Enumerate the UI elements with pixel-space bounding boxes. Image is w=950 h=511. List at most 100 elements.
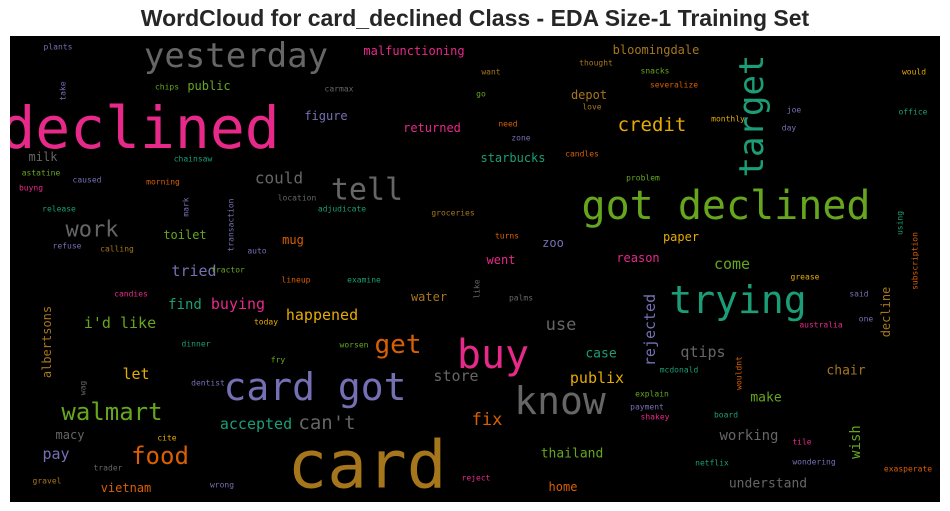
word-day: day <box>782 124 797 133</box>
word-i-d-like: i'd like <box>84 314 156 332</box>
word-make: make <box>750 391 781 406</box>
word-reason: reason <box>616 251 659 265</box>
word-find: find <box>168 297 202 313</box>
word-card-got: card got <box>223 365 406 409</box>
word-get: get <box>375 330 422 360</box>
word-zoo: zoo <box>542 236 564 250</box>
word-decline: decline <box>879 287 893 338</box>
word-lineup: lineup <box>282 276 311 285</box>
word-cite: cite <box>157 434 176 443</box>
word-worsen: worsen <box>340 341 369 350</box>
wordcloud-background <box>10 36 940 502</box>
word-wrong: wrong <box>210 481 234 490</box>
word-turns: turns <box>495 232 519 241</box>
word-wish: wish <box>848 425 864 459</box>
word-go: go <box>476 90 486 99</box>
word-candles: candles <box>565 150 599 159</box>
word-malfunctioning: malfunctioning <box>363 44 464 58</box>
word-tractor: tractor <box>211 266 245 275</box>
word-monthly: monthly <box>711 115 745 124</box>
word-severalize: severalize <box>650 81 698 90</box>
word-zone: zone <box>511 134 530 143</box>
word-pay: pay <box>42 445 69 463</box>
word-store: store <box>433 367 478 385</box>
word-explain: explain <box>635 390 669 399</box>
word-morning: morning <box>146 178 180 187</box>
word-buy: buy <box>457 332 529 378</box>
word-release: release <box>42 205 76 214</box>
chart-title: WordCloud for card_declined Class - EDA … <box>140 5 810 31</box>
word-today: today <box>254 318 278 327</box>
word-netflix: netflix <box>695 459 729 468</box>
word-milk: milk <box>29 150 59 164</box>
word-thought: thought <box>579 59 613 68</box>
word-trying: trying <box>669 278 806 322</box>
word-problem: problem <box>626 174 660 183</box>
word-case: case <box>585 347 616 362</box>
word-food: food <box>131 442 189 470</box>
word-exasperate: exasperate <box>884 465 932 474</box>
word-carmax: carmax <box>325 85 354 94</box>
word-tell: tell <box>331 173 403 208</box>
word-work: work <box>66 218 119 243</box>
word-gravel: gravel <box>33 477 62 486</box>
word-astatine: astatine <box>22 169 61 178</box>
word-tried: tried <box>171 262 216 280</box>
word-chainsaw: chainsaw <box>174 155 213 164</box>
word-location: location <box>278 194 317 203</box>
word-understand: understand <box>729 477 807 492</box>
word-trader: trader <box>94 464 123 473</box>
word-know: know <box>514 379 606 423</box>
word-water: water <box>411 290 447 304</box>
word-use: use <box>546 315 577 335</box>
word-love: love <box>582 103 601 112</box>
word-starbucks: starbucks <box>480 151 545 165</box>
word-mug: mug <box>282 233 304 247</box>
word-yesterday: yesterday <box>144 36 328 76</box>
word-chair: chair <box>826 364 865 379</box>
word-candies: candies <box>114 290 148 299</box>
word-payment: payment <box>630 403 664 412</box>
word-auto: auto <box>247 247 266 256</box>
word-adjudicate: adjudicate <box>318 205 366 214</box>
word-returned: returned <box>403 121 461 135</box>
word-using: using <box>896 211 905 235</box>
word-one: one <box>859 315 874 324</box>
word-refuse: refuse <box>53 242 82 251</box>
word-come: come <box>714 255 750 273</box>
word-groceries: groceries <box>431 209 475 218</box>
word-need: need <box>498 120 517 129</box>
word-went: went <box>487 253 516 267</box>
word-working: working <box>719 428 778 444</box>
wordcloud-words: card declined got declined trying buy card go… <box>10 36 932 502</box>
word-calling: calling <box>100 245 134 254</box>
word-reject: reject <box>462 474 491 483</box>
word-home: home <box>549 480 578 494</box>
wordcloud-canvas: card declined got declined trying buy card go… <box>10 36 940 502</box>
word-caused: caused <box>73 176 102 185</box>
word-toilet: toilet <box>163 228 206 242</box>
word-publix: publix <box>570 369 624 387</box>
word-like: like <box>473 279 482 298</box>
word-office: office <box>899 108 928 117</box>
word-target: target <box>732 55 772 178</box>
word-happened: happened <box>286 306 358 324</box>
word-joe: joe <box>787 106 802 115</box>
word-paper: paper <box>663 230 699 244</box>
word-snacks: snacks <box>641 67 670 76</box>
word-wouldnt: wouldnt <box>735 356 744 390</box>
word-bloomingdale: bloomingdale <box>613 43 700 57</box>
word-can-t: can't <box>298 412 355 434</box>
word-macy: macy <box>56 428 85 442</box>
word-buying: buying <box>211 295 265 313</box>
word-credit: credit <box>618 114 687 136</box>
word-figure: figure <box>304 109 347 123</box>
word-could: could <box>255 169 303 188</box>
word-fry: fry <box>271 356 286 365</box>
word-mcdonald: mcdonald <box>660 366 699 375</box>
word-examine: examine <box>347 276 381 285</box>
word-grease: grease <box>791 273 820 282</box>
word-rejected: rejected <box>641 294 659 366</box>
word-depot: depot <box>571 88 607 102</box>
word-qtips: qtips <box>680 343 725 361</box>
